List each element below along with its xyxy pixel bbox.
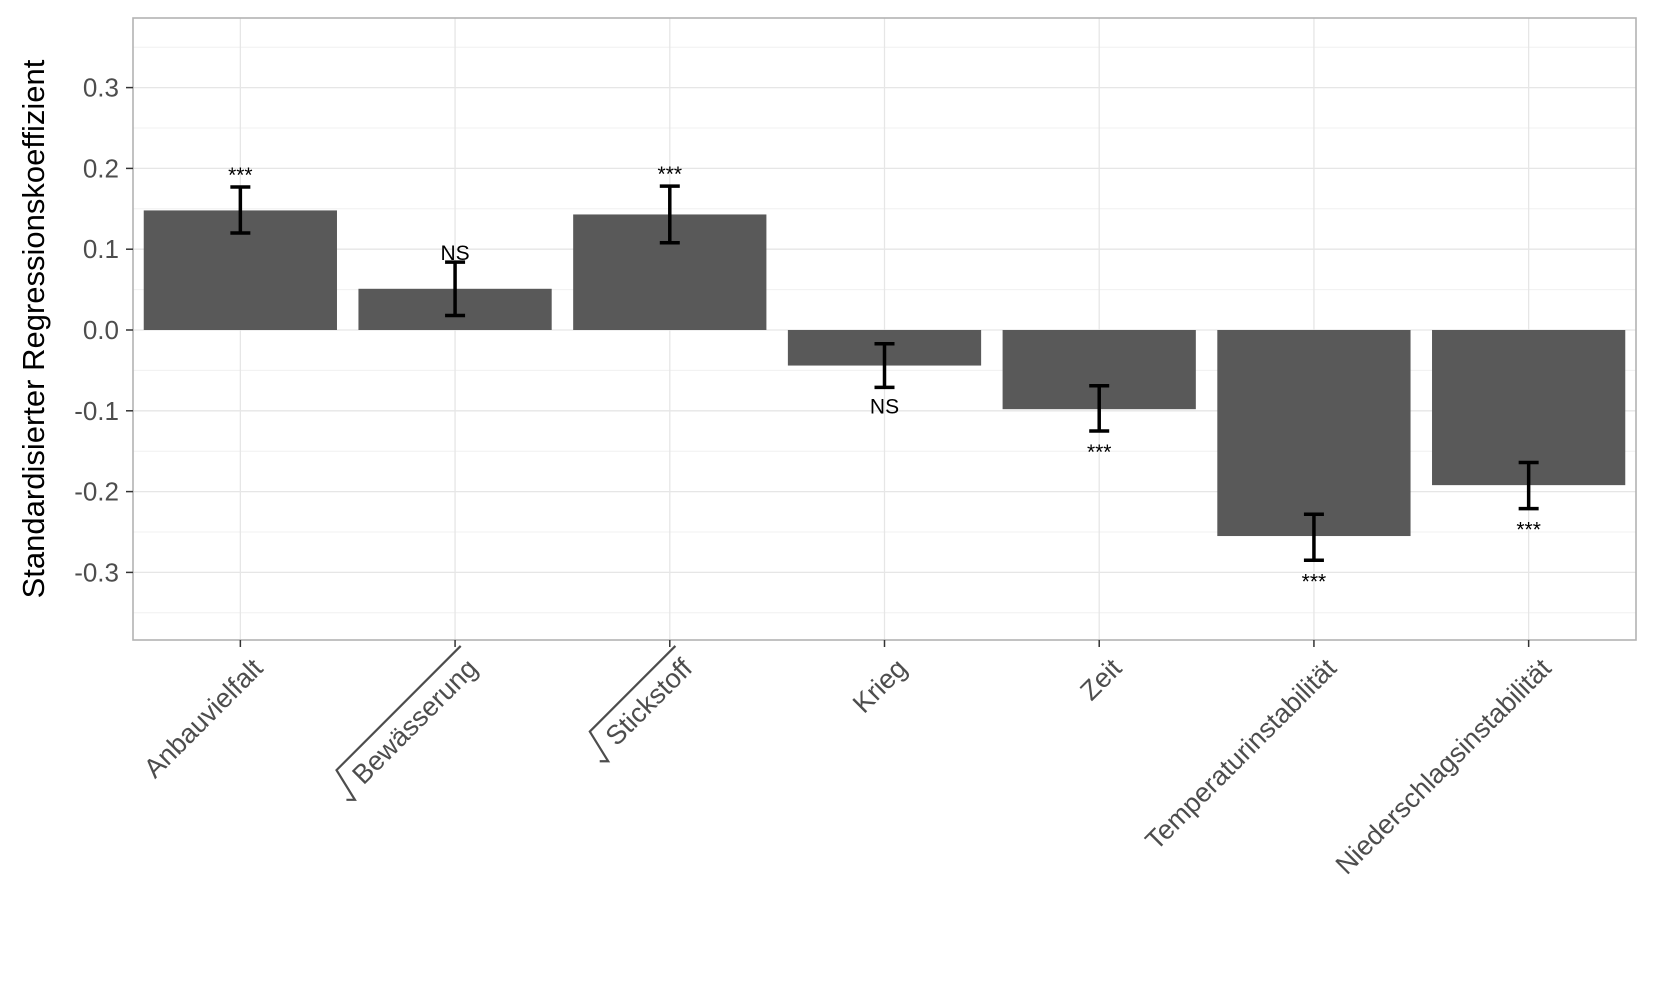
error-bar-3	[874, 341, 895, 390]
x-tick-label-0: Anbauvielfalt	[138, 653, 269, 784]
x-tick-label-text: Temperaturinstabilität	[1139, 653, 1342, 856]
x-tick-label-text: Bewässerung	[346, 653, 483, 790]
x-tick-label-3: Krieg	[847, 653, 913, 719]
error-bar-6	[1518, 460, 1539, 511]
x-tick-label-text: Krieg	[847, 653, 913, 719]
significance-label-0: ***	[228, 164, 253, 187]
y-tick-label: -0.3	[74, 557, 119, 587]
error-bar-2	[659, 184, 680, 245]
error-bar-4	[1089, 384, 1110, 433]
bar-6	[1432, 330, 1626, 486]
x-axis-ticks: Anbauvielfalt Bewässerung Stickstoff Krieg Z…	[138, 640, 1557, 880]
x-tick-label-text: Anbauvielfalt	[138, 653, 269, 784]
x-tick-label-6: Niederschlagsinstabilität	[1330, 653, 1557, 880]
significance-labels: *** NS *** NS *** *** ***	[228, 163, 1541, 593]
x-tick-label-2: Stickstoff	[588, 645, 699, 763]
y-tick-label: -0.1	[74, 396, 119, 426]
error-bar-0	[230, 185, 251, 235]
significance-label-3: NS	[870, 395, 899, 418]
y-tick-label: 0.1	[83, 234, 119, 264]
error-bar-1	[445, 260, 466, 318]
significance-label-2: ***	[658, 163, 683, 186]
y-tick-label: 0.3	[83, 73, 119, 103]
y-tick-label: 0.2	[83, 153, 119, 183]
sqrt-symbol	[588, 645, 677, 763]
significance-label-5: ***	[1302, 570, 1327, 593]
significance-label-4: ***	[1087, 441, 1112, 464]
significance-label-1: NS	[440, 242, 469, 265]
significance-label-6: ***	[1516, 519, 1541, 542]
error-bar-5	[1303, 512, 1324, 563]
y-tick-label: -0.2	[74, 477, 119, 507]
x-tick-label-5: Temperaturinstabilität	[1139, 653, 1342, 856]
x-tick-label-text: Zeit	[1074, 653, 1127, 706]
sqrt-symbol	[335, 645, 462, 801]
bars	[143, 210, 1626, 537]
y-axis-label: Standardisierter Regressionskoeffizient	[16, 59, 51, 598]
x-tick-label-text: Stickstoff	[600, 653, 699, 752]
x-tick-label-4: Zeit	[1074, 653, 1127, 706]
y-tick-label: 0.0	[83, 315, 119, 345]
bar-5	[1217, 330, 1411, 537]
x-tick-label-text: Niederschlagsinstabilität	[1330, 653, 1557, 880]
error-bars	[230, 184, 1539, 563]
y-axis-ticks: -0.3 -0.2 -0.1 0.0 0.1 0.2 0.3	[74, 73, 133, 587]
x-tick-label-1: Bewässerung	[335, 645, 483, 801]
